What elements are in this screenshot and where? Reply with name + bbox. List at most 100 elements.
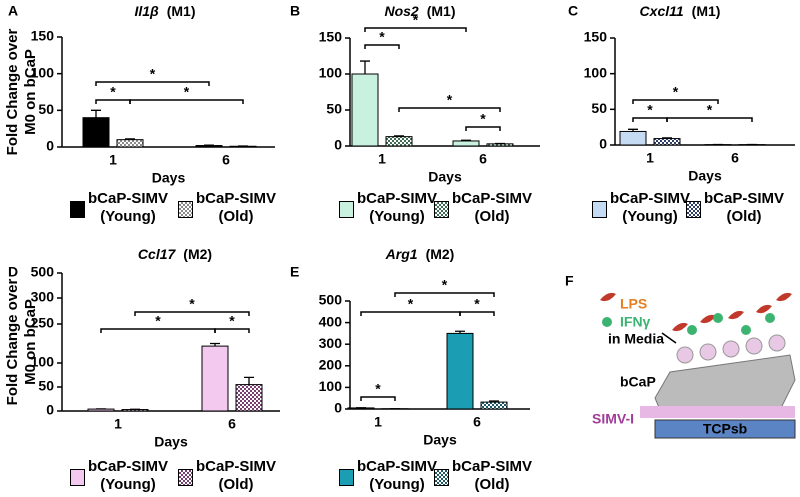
bar <box>351 73 379 147</box>
y-tick-label: 100 <box>31 354 55 370</box>
y-tick-label: 300 <box>319 335 343 351</box>
legend-label: bCaP-SIMV (Old) <box>195 458 276 493</box>
significance-bracket <box>360 311 461 316</box>
x-tick-label: 1 <box>646 150 654 166</box>
media-label: in Media <box>608 331 664 347</box>
legend-swatch <box>339 469 354 486</box>
significance-bracket <box>632 117 668 122</box>
x-axis-label: Days <box>154 434 188 450</box>
panel: C Cxcl11 (M1) 0 50 100 150 1 6 Days * * * <box>568 3 795 184</box>
y-tick-label: 100 <box>584 64 608 80</box>
x-axis-label: Days <box>428 169 462 185</box>
title-sub: (M2) <box>183 246 212 262</box>
chart-title: Cxcl11 (M1) <box>640 3 721 19</box>
significance-bracket <box>214 328 250 333</box>
legend-label: bCaP-SIMV (Young) <box>609 190 690 225</box>
significance-bracket <box>459 311 495 316</box>
bar <box>486 143 514 147</box>
bar <box>385 136 413 147</box>
cells <box>676 334 786 364</box>
error-bar <box>628 128 638 132</box>
significance-bracket <box>134 311 250 316</box>
legend-swatch <box>434 469 449 486</box>
x-tick-label: 1 <box>378 151 386 167</box>
bar <box>452 140 480 147</box>
y-axis-label: Fold Change over M0 on bCaP <box>4 28 39 156</box>
significance-label: * <box>474 296 480 312</box>
panel-label: C <box>568 3 578 19</box>
y-tick-label: 400 <box>319 313 343 329</box>
y-tick-label: 0 <box>599 136 607 152</box>
significance-label: * <box>155 313 161 329</box>
significance-bracket <box>360 396 396 401</box>
significance-bracket <box>666 117 753 122</box>
x-axis-label: Days <box>688 168 722 184</box>
bar <box>201 345 229 412</box>
significance-bracket <box>129 99 244 104</box>
y-tick-label: 50 <box>38 101 54 117</box>
x-tick-label: 1 <box>114 416 122 432</box>
y-axis-label: Fold Change over M0 on bCaP <box>4 278 39 406</box>
legend-swatch <box>178 201 193 218</box>
significance-label: * <box>379 29 385 45</box>
y-tick-label: 200 <box>319 357 343 373</box>
significance-label: * <box>189 296 195 312</box>
significance-bracket <box>95 99 131 104</box>
coating <box>640 406 795 418</box>
title-gene: Nos2 <box>384 3 418 19</box>
y-tick-label: 50 <box>591 100 607 116</box>
significance-bracket <box>364 27 467 32</box>
error-bar <box>91 109 101 118</box>
significance-label: * <box>375 381 381 397</box>
legend-label: bCaP-SIMV (Old) <box>195 190 276 225</box>
y-tick-label: 50 <box>38 378 54 394</box>
y-tick-label: 500 <box>31 264 55 280</box>
significance-bracket <box>632 99 719 104</box>
title-gene: Cxcl11 <box>640 3 684 19</box>
legend-label: bCaP-SIMV (Old) <box>451 458 532 493</box>
legend-label: bCaP-SIMV (Young) <box>87 190 168 225</box>
significance-label: * <box>110 84 116 100</box>
chart-title: Ccl17 (M2) <box>138 246 212 262</box>
y-tick-label: 300 <box>31 289 55 305</box>
y-tick-label: 0 <box>334 137 342 153</box>
chart-title: Arg1 (M2) <box>385 246 455 262</box>
significance-label: * <box>647 102 653 118</box>
error-bar <box>244 376 254 385</box>
legend-label: bCaP-SIMV (Old) <box>451 190 532 225</box>
panel: E Arg1 (M2) 0 100 200 300 400 500 1 6 Days * * * * <box>290 246 530 448</box>
panel: A Il1β (M1) 0 50 100 150 1 6 Days * * * <box>8 3 275 186</box>
significance-label: * <box>150 66 156 82</box>
title-sub: (M2) <box>426 246 455 262</box>
bar <box>235 384 263 412</box>
significance-label: * <box>673 84 679 100</box>
substrate <box>654 419 796 439</box>
title-sub: (M1) <box>692 3 721 19</box>
ifn-label: IFNγ <box>620 314 651 330</box>
legend-swatch <box>434 201 449 218</box>
title-sub: (M1) <box>427 3 456 19</box>
legend-swatch <box>70 469 85 486</box>
y-tick-label: 250 <box>31 315 55 331</box>
cell-label: bCaP <box>620 374 656 390</box>
error-bar <box>394 135 404 137</box>
x-tick-label: 6 <box>222 152 230 168</box>
legend-swatch <box>70 201 85 218</box>
chart-title: Nos2 (M1) <box>384 3 455 19</box>
title-gene: Arg1 <box>385 246 418 262</box>
error-bar <box>360 60 370 74</box>
y-tick-label: 0 <box>46 402 54 418</box>
significance-bracket <box>465 126 501 131</box>
legend-label: bCaP-SIMV (Young) <box>356 458 437 493</box>
bar <box>653 138 681 146</box>
bar <box>480 401 508 410</box>
error-bar <box>461 139 471 141</box>
significance-label: * <box>229 313 235 329</box>
x-axis-label: Days <box>423 432 457 448</box>
y-tick-label: 100 <box>31 64 55 80</box>
lps-icon <box>600 292 616 302</box>
legend-swatch <box>178 469 193 486</box>
y-tick-label: 0 <box>46 138 54 154</box>
